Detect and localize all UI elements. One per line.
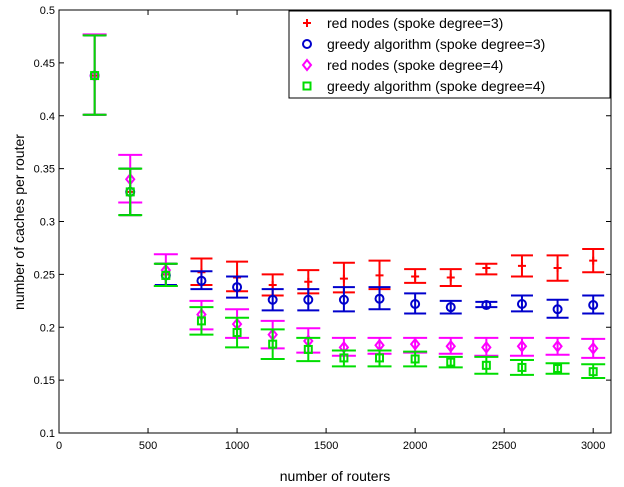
data-point xyxy=(161,270,171,280)
legend-entry: greedy algorithm (spoke degree=4) xyxy=(327,78,545,94)
legend-entry: red nodes (spoke degree=4) xyxy=(327,57,503,73)
x-tick-label: 1500 xyxy=(314,440,338,452)
legend-marker xyxy=(301,58,313,72)
data-point xyxy=(516,339,528,353)
data-point xyxy=(445,339,457,353)
legend: red nodes (spoke degree=3) greedy algorit… xyxy=(288,10,611,99)
data-point xyxy=(339,274,348,283)
data-point xyxy=(268,280,277,289)
legend-marker xyxy=(303,19,311,27)
legend-box xyxy=(288,10,611,99)
y-tick-label: 0.25 xyxy=(34,269,55,281)
data-point xyxy=(445,302,456,313)
data-point xyxy=(517,362,527,372)
data-point xyxy=(411,272,420,281)
data-point xyxy=(482,264,491,273)
data-point xyxy=(552,304,563,315)
data-point xyxy=(196,316,206,326)
data-point xyxy=(587,341,599,356)
data-point xyxy=(232,328,242,338)
x-tick-label: 500 xyxy=(139,440,157,452)
data-point xyxy=(196,275,207,286)
data-point xyxy=(446,273,455,282)
data-point xyxy=(588,300,599,311)
y-tick-label: 0.15 xyxy=(34,375,55,387)
data-point xyxy=(588,367,598,377)
data-point xyxy=(589,256,598,265)
data-point xyxy=(553,264,562,273)
x-tick-label: 3000 xyxy=(581,440,605,452)
data-point xyxy=(446,357,456,367)
data-point xyxy=(481,360,491,370)
x-tick-label: 2500 xyxy=(492,440,516,452)
tick-layer: 0 500 1000 1500 2000 2500 3000 0.1 0.15 0.2 0.25 0.… xyxy=(34,5,611,452)
data-point xyxy=(552,339,563,353)
data-point xyxy=(303,344,313,354)
data-point xyxy=(375,271,384,280)
data-point xyxy=(268,339,278,349)
legend-marker xyxy=(302,81,312,91)
x-tick-label: 0 xyxy=(56,440,62,452)
data-point xyxy=(409,337,421,351)
data-point xyxy=(517,261,526,270)
data-point xyxy=(304,277,313,286)
y-tick-label: 0.2 xyxy=(40,322,55,334)
data-point xyxy=(481,340,492,354)
x-axis-label: number of routers xyxy=(280,468,391,484)
data-point xyxy=(267,294,278,305)
y-tick-label: 0.1 xyxy=(40,428,55,440)
y-axis-label: number of caches per router xyxy=(11,134,27,310)
y-tick-label: 0.35 xyxy=(34,164,55,176)
legend-entry: greedy algorithm (spoke degree=3) xyxy=(327,36,545,52)
data-point xyxy=(338,294,349,305)
x-tick-label: 1000 xyxy=(225,440,249,452)
legend-entry: red nodes (spoke degree=3) xyxy=(327,15,503,31)
legend-marker xyxy=(302,39,312,49)
series-layer xyxy=(82,33,606,380)
data-point xyxy=(303,294,314,305)
series-4 xyxy=(82,34,606,380)
x-tick-label: 2000 xyxy=(403,440,427,452)
data-point xyxy=(553,363,563,373)
data-point xyxy=(516,298,527,309)
data-point xyxy=(232,282,243,293)
data-point xyxy=(90,71,100,81)
data-point xyxy=(375,353,385,363)
y-tick-label: 0.45 xyxy=(34,58,55,70)
y-tick-label: 0.3 xyxy=(40,217,55,229)
data-point xyxy=(481,300,492,311)
data-point xyxy=(410,354,420,364)
data-point xyxy=(374,293,385,304)
y-tick-label: 0.4 xyxy=(40,111,55,123)
data-point xyxy=(125,187,135,197)
y-tick-label: 0.5 xyxy=(40,5,55,17)
data-point xyxy=(339,353,349,363)
data-point xyxy=(410,298,421,309)
